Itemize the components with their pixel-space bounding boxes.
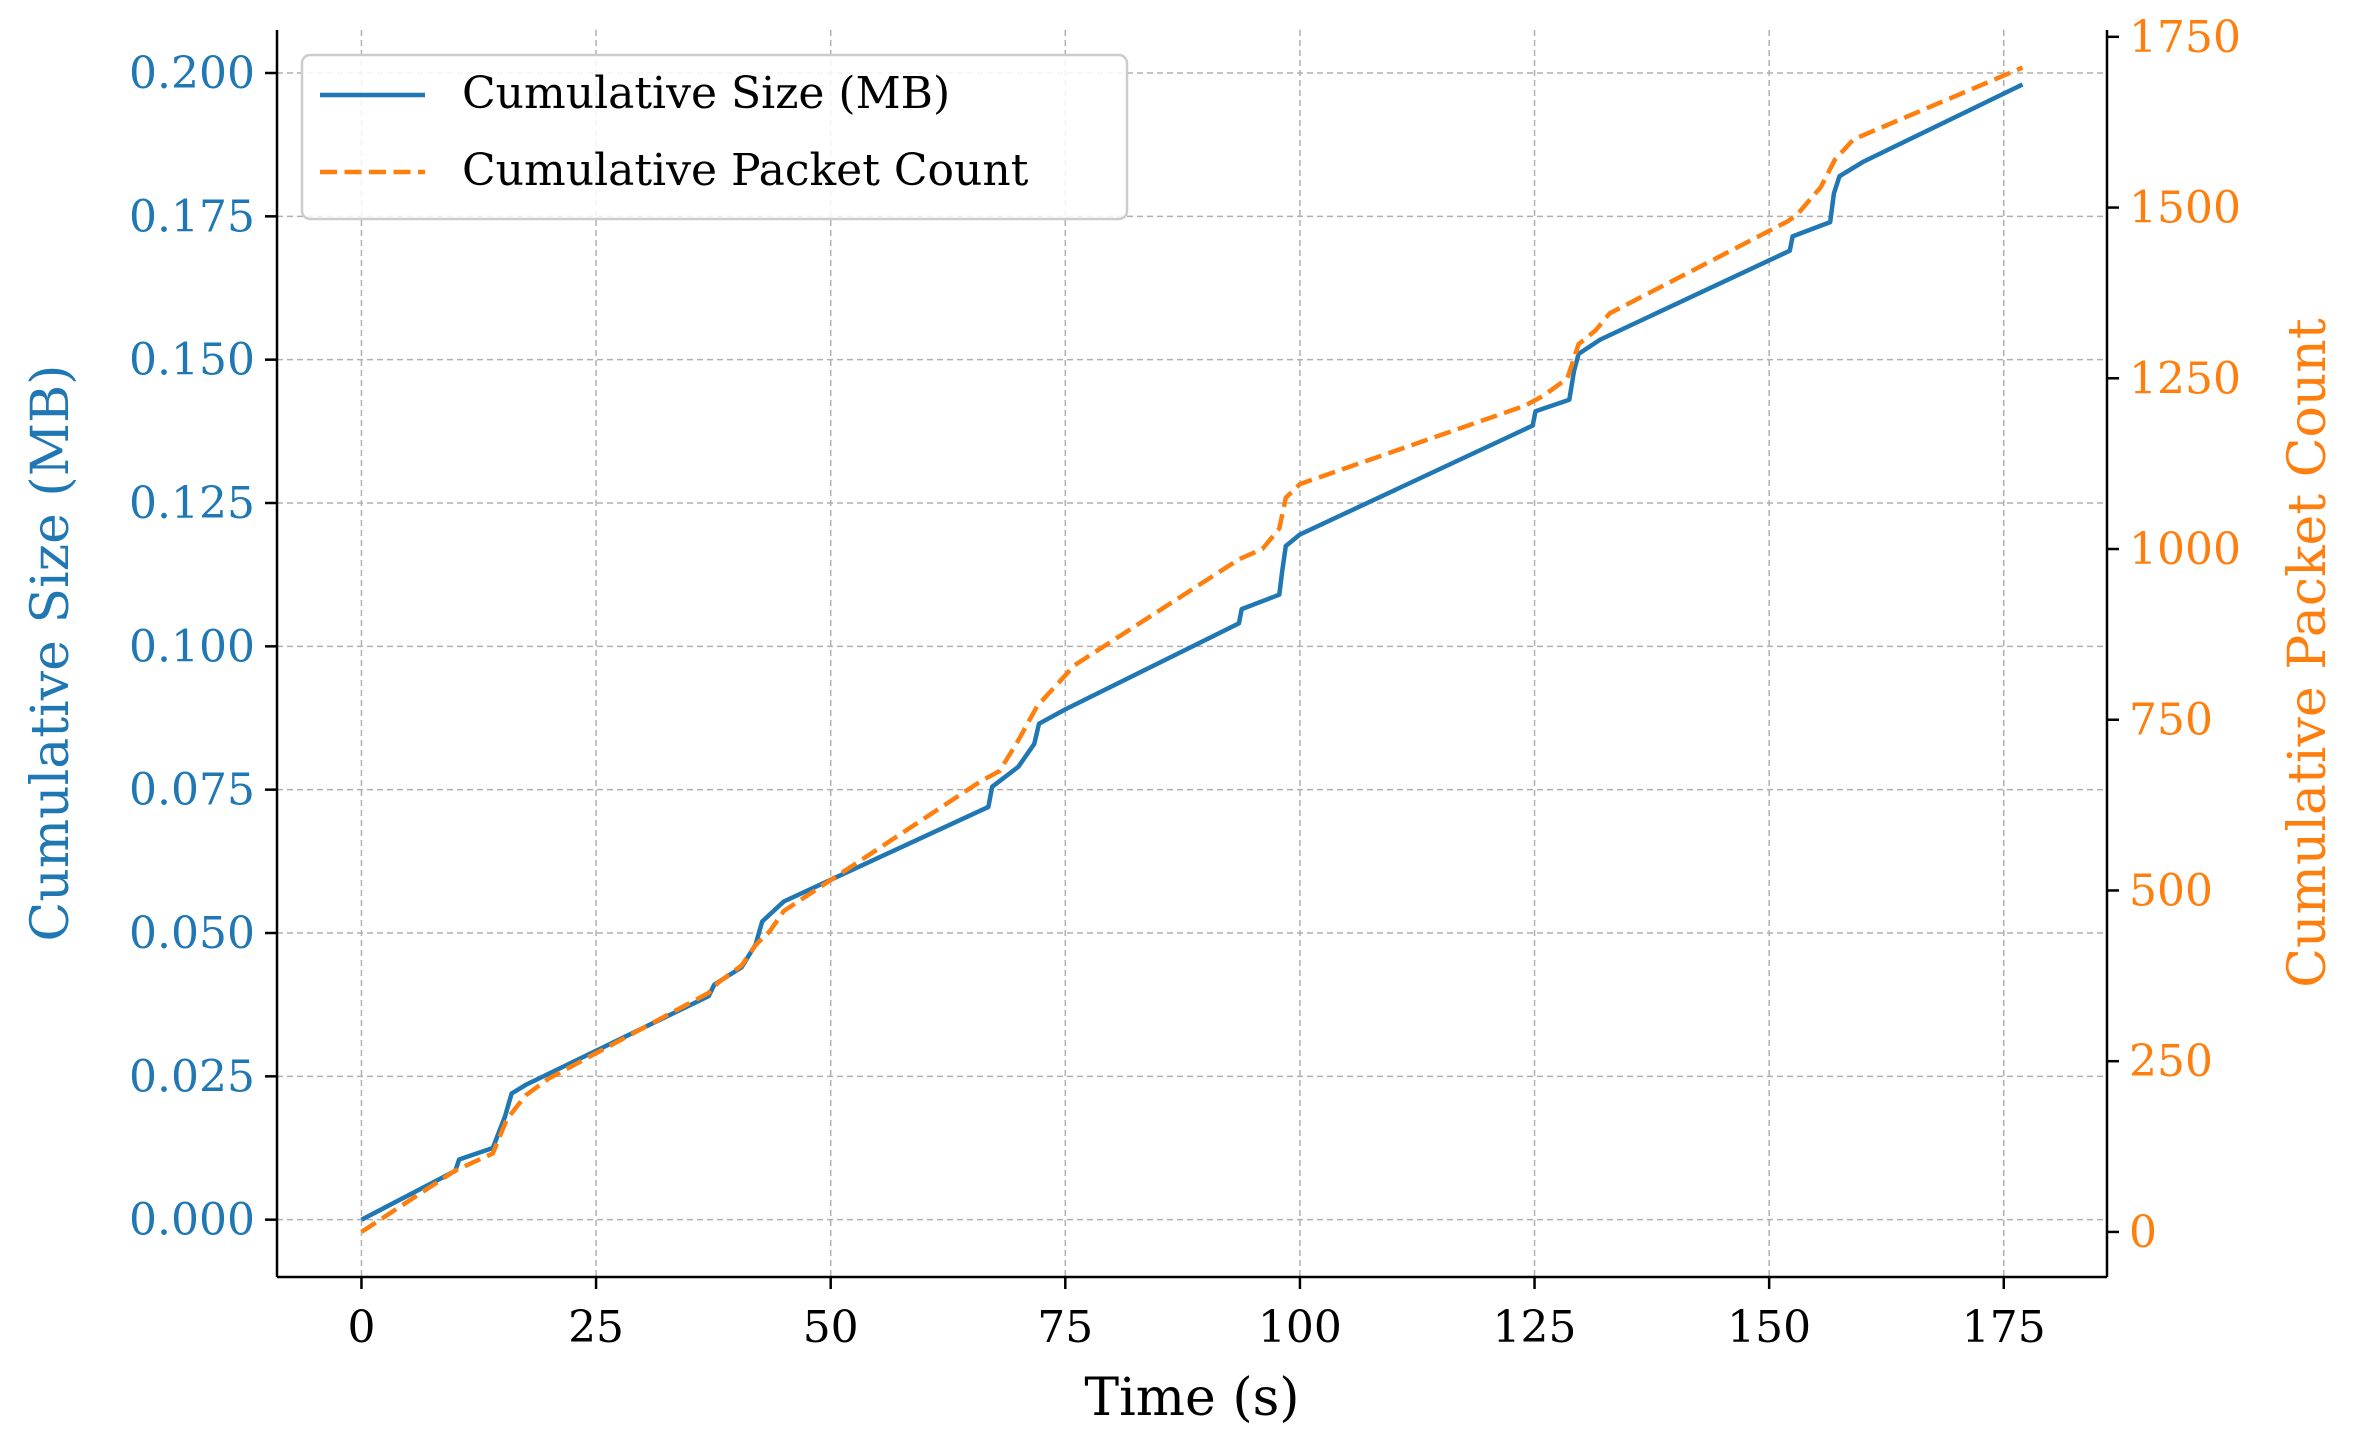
x-tick-label: 125 xyxy=(1493,1302,1577,1353)
x-tick-label: 175 xyxy=(1962,1302,2046,1353)
x-gridlines xyxy=(360,30,2005,1277)
series-line-cumulative-packet-count xyxy=(360,65,2024,1234)
y-left-tick-label: 0.125 xyxy=(129,478,255,529)
x-tick-label: 150 xyxy=(1727,1302,1811,1353)
y-left-tick-label: 0.200 xyxy=(129,48,255,99)
x-tick-label: 100 xyxy=(1258,1302,1342,1353)
y-left-tick-label: 0.100 xyxy=(129,621,255,672)
x-tick-label: 50 xyxy=(803,1302,859,1353)
x-tick-label: 75 xyxy=(1037,1302,1093,1353)
y-right-tick-label: 1250 xyxy=(2129,353,2241,404)
y-right-tick-label: 1000 xyxy=(2129,524,2241,575)
y-left-tick-label: 0.000 xyxy=(129,1195,255,1246)
y-left-tick-label: 0.075 xyxy=(129,765,255,816)
y-right-axis-ticks: 0 250 500 750 1000 1250 1500 1750 xyxy=(2107,12,2241,1258)
legend: Cumulative Size (MB) Cumulative Packet C… xyxy=(300,53,1129,221)
y-left-axis-ticks: 0.000 0.025 0.050 0.075 0.100 0.125 0.150 0.175… xyxy=(129,48,277,1246)
series-layer xyxy=(360,65,2024,1234)
x-axis-ticks: 0 25 50 75 100 125 150 175 xyxy=(347,1277,2046,1353)
legend-label-size: Cumulative Size (MB) xyxy=(462,68,950,119)
y-left-tick-label: 0.150 xyxy=(129,335,255,386)
y-left-tick-label: 0.050 xyxy=(129,908,255,959)
y-left-tick-label: 0.025 xyxy=(129,1051,255,1102)
series-line-cumulative-size xyxy=(360,82,2024,1222)
x-axis-label: Time (s) xyxy=(1084,1368,1299,1428)
y-right-tick-label: 1500 xyxy=(2129,183,2241,234)
y-right-tick-label: 500 xyxy=(2129,865,2213,916)
legend-label-count: Cumulative Packet Count xyxy=(462,145,1029,196)
x-tick-label: 0 xyxy=(347,1302,375,1353)
x-tick-label: 25 xyxy=(568,1302,624,1353)
y-right-tick-label: 0 xyxy=(2129,1207,2157,1258)
y-right-tick-label: 250 xyxy=(2129,1036,2213,1087)
y-right-tick-label: 1750 xyxy=(2129,12,2241,63)
y-right-axis-label: Cumulative Packet Count xyxy=(2278,318,2338,987)
legend-box xyxy=(300,53,1129,221)
y-left-tick-label: 0.175 xyxy=(129,191,255,242)
y-right-tick-label: 750 xyxy=(2129,695,2213,746)
y-left-axis-label: Cumulative Size (MB) xyxy=(21,365,81,942)
